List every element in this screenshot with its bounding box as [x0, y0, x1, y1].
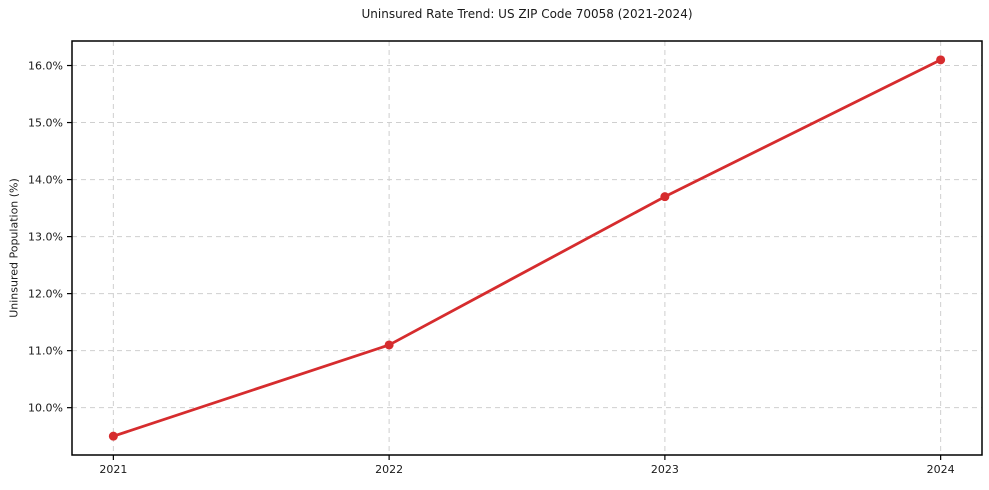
- x-tick-label: 2022: [375, 463, 403, 476]
- data-point: [936, 55, 946, 65]
- y-tick-label: 11.0%: [28, 345, 63, 358]
- x-tick-label: 2023: [651, 463, 679, 476]
- y-tick-label: 10.0%: [28, 402, 63, 415]
- y-tick-label: 12.0%: [28, 288, 63, 301]
- x-tick-label: 2021: [99, 463, 127, 476]
- y-tick-label: 14.0%: [28, 174, 63, 187]
- plot-border: [71, 40, 983, 456]
- y-tick-label: 16.0%: [28, 60, 63, 73]
- data-point: [660, 192, 670, 202]
- series-line: [111, 58, 943, 438]
- data-point: [108, 431, 118, 441]
- chart-title: Uninsured Rate Trend: US ZIP Code 70058 …: [361, 7, 693, 21]
- data-point: [384, 340, 394, 350]
- y-tick-label: 15.0%: [28, 117, 63, 130]
- x-tick-label: 2024: [927, 463, 955, 476]
- y-tick-label: 13.0%: [28, 231, 63, 244]
